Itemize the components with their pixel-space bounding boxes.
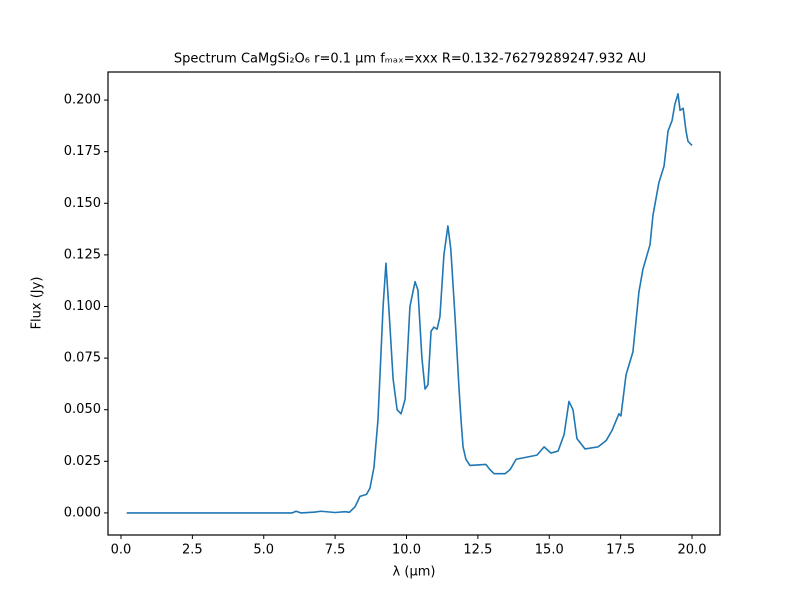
x-tick-label: 7.5 <box>325 543 346 558</box>
x-tick-label: 2.5 <box>182 543 203 558</box>
y-tick-label: 0.100 <box>64 299 101 314</box>
x-tick-label: 17.5 <box>606 543 635 558</box>
y-tick-label: 0.075 <box>64 351 101 366</box>
x-tick-label: 0.0 <box>111 543 132 558</box>
x-tick-label: 5.0 <box>253 543 274 558</box>
x-tick-label: 15.0 <box>535 543 564 558</box>
x-tick-label: 10.0 <box>392 543 421 558</box>
y-tick-label: 0.050 <box>64 402 101 417</box>
x-tick-label: 12.5 <box>463 543 492 558</box>
y-tick-label: 0.200 <box>64 93 101 108</box>
plot-frame <box>107 71 721 536</box>
y-tick-label: 0.150 <box>64 196 101 211</box>
chart-title: Spectrum CaMgSi₂O₆ r=0.1 μm fₘₐₓ=xxx R=0… <box>174 52 646 67</box>
spectrum-line <box>126 93 693 514</box>
y-tick-label: 0.125 <box>64 247 101 262</box>
x-tick-label: 20.0 <box>678 543 707 558</box>
y-tick-label: 0.000 <box>64 505 101 520</box>
x-axis-label: λ (μm) <box>393 565 436 580</box>
y-axis-label: Flux (Jy) <box>30 277 45 330</box>
y-tick-label: 0.175 <box>64 144 101 159</box>
y-tick-label: 0.025 <box>64 454 101 469</box>
